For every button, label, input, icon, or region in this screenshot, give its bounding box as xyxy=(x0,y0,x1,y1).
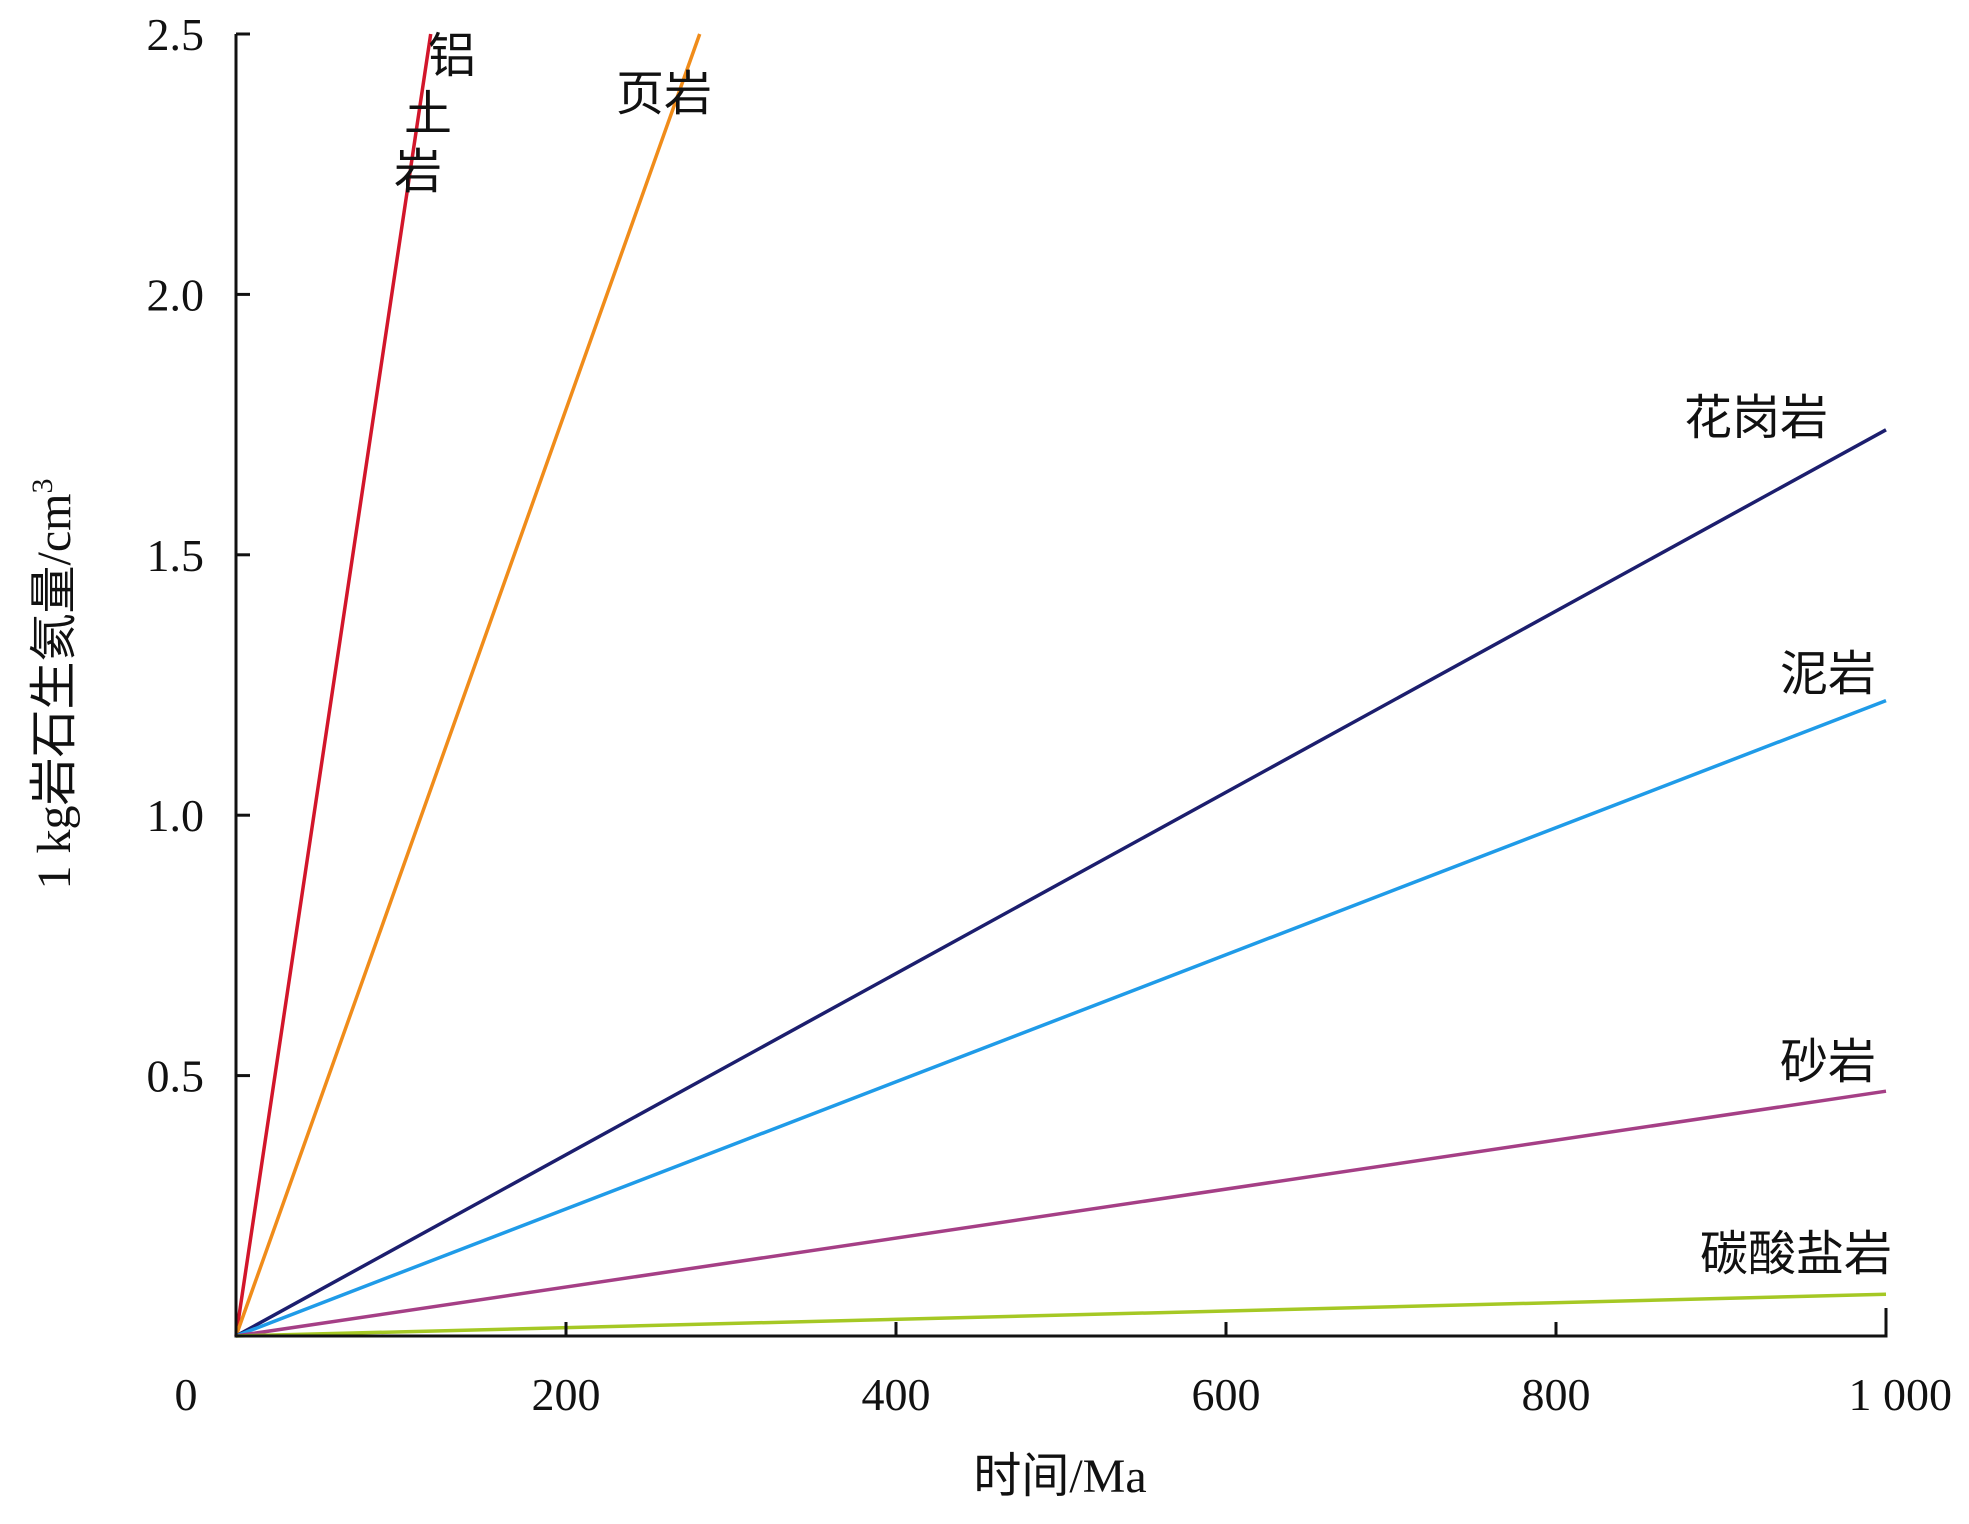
x-axis-title: 时间/Ma xyxy=(973,1450,1146,1503)
series-label: 泥岩 xyxy=(1780,648,1876,701)
series-label: 砂岩 xyxy=(1780,1036,1876,1089)
series-line xyxy=(235,698,1887,1338)
series-label: 花岗岩 xyxy=(1684,392,1828,445)
axes xyxy=(234,34,1888,1338)
series-label: 页岩 xyxy=(616,68,712,121)
axis-frame xyxy=(234,34,1888,1338)
x-tick-label: 600 xyxy=(1192,1369,1261,1420)
series-line xyxy=(235,1292,1887,1338)
x-tick-label: 400 xyxy=(862,1369,931,1420)
series-label: 碳酸盐岩 xyxy=(1700,1228,1892,1281)
x-tick-label: 200 xyxy=(532,1369,601,1420)
y-tick-label: 2.0 xyxy=(147,269,205,320)
plot-lines xyxy=(234,33,1887,1338)
series-line xyxy=(235,428,1887,1338)
y-tick-label: 1.0 xyxy=(147,790,205,841)
x-tick-label: 1 000 xyxy=(1849,1369,1953,1420)
x-tick-label: 800 xyxy=(1522,1369,1591,1420)
series-line xyxy=(234,33,433,1337)
x-tick-label: 0 xyxy=(175,1369,198,1420)
series-line xyxy=(234,33,702,1337)
y-axis-title-sup: 3 xyxy=(26,479,59,494)
series-label: 铝土岩 xyxy=(394,30,476,199)
ticks: 0 200 400 600 800 1 000 0.5 1.0 1.5 2.0 2.5 xyxy=(147,9,1953,1420)
y-axis-title: 1 kg岩石生氦量/cm3 xyxy=(26,479,81,890)
series-line xyxy=(235,1089,1887,1338)
y-tick-label: 2.5 xyxy=(147,9,205,60)
y-tick-label: 1.5 xyxy=(147,530,205,581)
y-axis-title-main: 1 kg岩石生氦量/cm xyxy=(28,494,81,890)
y-tick-label: 0.5 xyxy=(147,1051,205,1102)
